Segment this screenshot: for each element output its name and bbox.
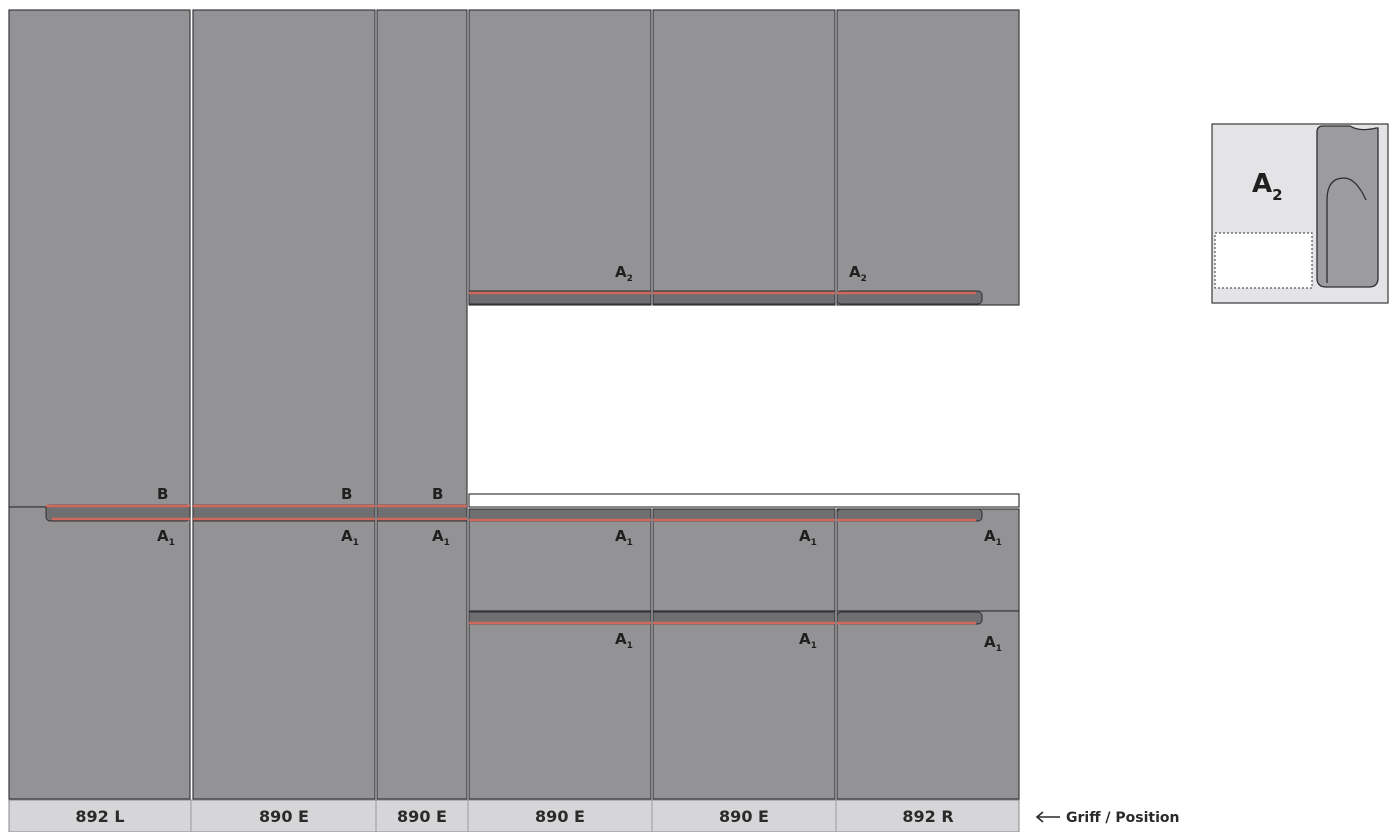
position-label: 890 E xyxy=(719,807,769,826)
position-label: 890 E xyxy=(397,807,447,826)
label-a1: A1 xyxy=(341,527,359,548)
label-a1: A1 xyxy=(432,527,450,548)
position-bar: 892 L 890 E 890 E 890 E 890 E 892 R xyxy=(8,799,1020,832)
inset-detail-a2: A2 xyxy=(1211,123,1389,304)
wall-front-2 xyxy=(652,9,836,306)
tall-front-2-upper xyxy=(192,9,376,508)
label-a2: A2 xyxy=(849,263,867,284)
drawer-front-1-top xyxy=(468,508,652,612)
wall-handle-rails xyxy=(468,290,983,305)
handle-labels: B B B A1 A1 A1 A1 A1 A1 A1 A1 A1 A2 A2 xyxy=(157,263,1002,654)
label-a1: A1 xyxy=(157,527,175,548)
drawer-front-3-top xyxy=(836,508,1020,612)
position-label: 890 E xyxy=(259,807,309,826)
inset-handle-profile xyxy=(1316,125,1379,288)
base-cabinet-group xyxy=(468,508,1020,800)
tall-cabinet-group xyxy=(8,9,468,800)
label-a1: A1 xyxy=(799,630,817,651)
label-a1: A1 xyxy=(984,633,1002,654)
label-b: B xyxy=(157,485,168,503)
label-b: B xyxy=(432,485,443,503)
worktop xyxy=(468,493,1020,508)
drawer-front-1-bottom xyxy=(468,610,652,800)
position-bar-bg xyxy=(8,799,1020,832)
legend: Griff / Position xyxy=(1035,810,1179,826)
drawer-front-2-bottom xyxy=(652,610,836,800)
label-a1: A1 xyxy=(799,527,817,548)
label-a1: A1 xyxy=(615,630,633,651)
label-a1: A1 xyxy=(984,527,1002,548)
tall-front-1-upper xyxy=(8,9,191,508)
tall-front-1-lower xyxy=(8,506,191,800)
label-a1: A1 xyxy=(615,527,633,548)
tall-front-2-lower xyxy=(192,506,376,800)
label-a2: A2 xyxy=(615,263,633,284)
inset-dotted-front xyxy=(1214,232,1313,289)
drawer-front-2-top xyxy=(652,508,836,612)
position-label: 890 E xyxy=(535,807,585,826)
tall-front-3-lower xyxy=(376,506,468,800)
wall-cabinet-group xyxy=(468,9,1020,306)
drawer-front-3-bottom xyxy=(836,610,1020,800)
label-b: B xyxy=(341,485,352,503)
wall-front-1 xyxy=(468,9,652,306)
wall-front-3 xyxy=(836,9,1020,306)
legend-label: Griff / Position xyxy=(1066,810,1179,826)
tall-handle-rails xyxy=(45,504,468,522)
inset-label-a2: A2 xyxy=(1252,169,1283,204)
handle-rail xyxy=(468,290,652,305)
position-label: 892 L xyxy=(75,807,124,826)
handle-rail xyxy=(652,290,836,305)
handle-rail xyxy=(836,290,983,305)
base-handle-rails xyxy=(468,508,983,625)
inset-handle-groove xyxy=(1326,177,1367,283)
tall-front-3-upper xyxy=(376,9,468,508)
position-label: 892 R xyxy=(902,807,953,826)
arrow-left-icon xyxy=(1035,811,1060,823)
